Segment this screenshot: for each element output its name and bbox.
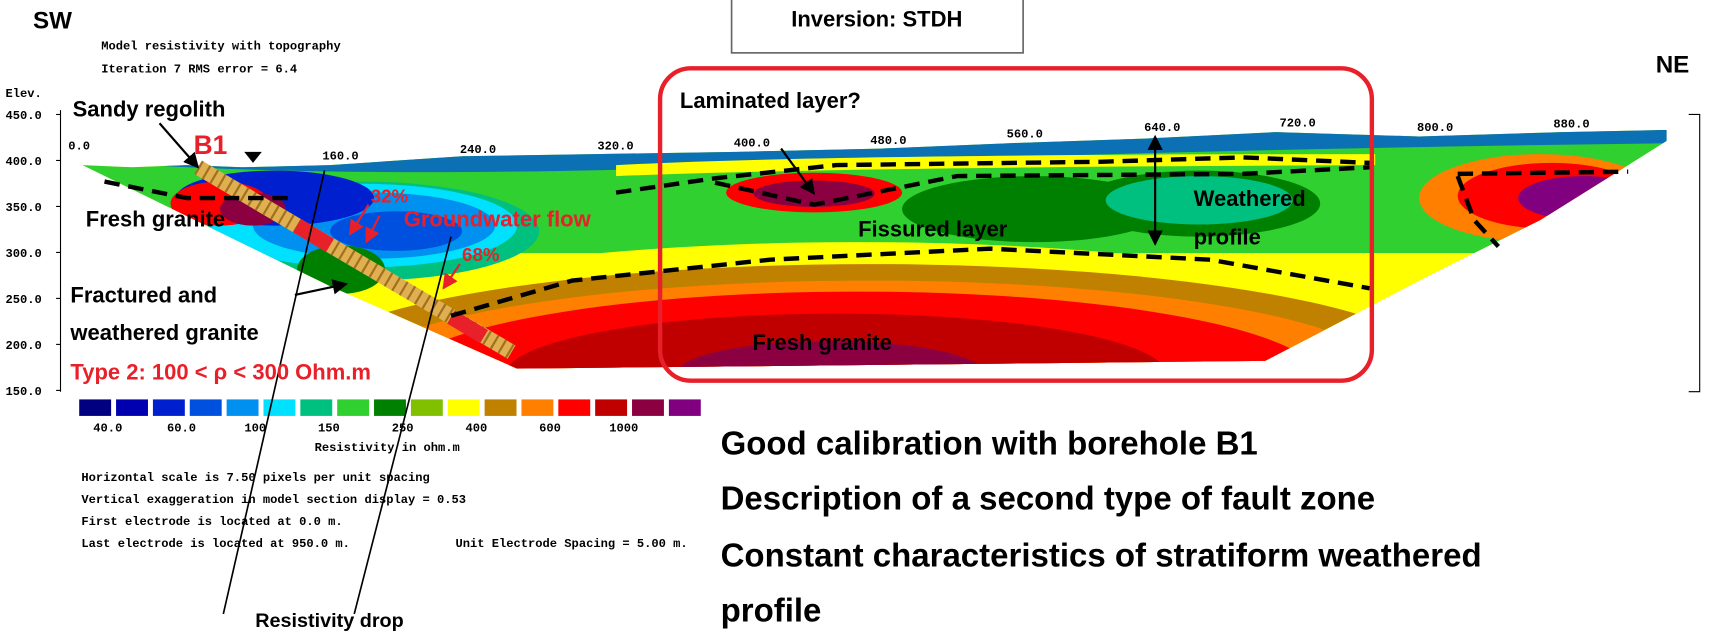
annotation: Fresh granite <box>752 330 891 355</box>
color-swatch <box>374 399 406 416</box>
color-swatch <box>300 399 332 416</box>
color-swatch <box>669 399 701 416</box>
color-legend <box>79 399 701 416</box>
distance-tick-label: 640.0 <box>1144 121 1180 135</box>
distance-tick-label: 560.0 <box>1007 128 1043 142</box>
legend-label: 40.0 <box>93 421 122 435</box>
distance-tick-label: 0.0 <box>68 140 90 154</box>
annotation: Fresh granite <box>86 207 225 232</box>
legend-label: 150 <box>318 421 340 435</box>
legend-label: 250 <box>392 421 414 435</box>
info-line: Last electrode is located at 950.0 m. <box>81 537 350 551</box>
elevation-tick-label: 300.0 <box>6 247 42 261</box>
annotation: 32% <box>371 185 409 206</box>
annotation: B1 <box>194 130 228 160</box>
info-line: Vertical exaggeration in model section d… <box>81 493 466 507</box>
annotation: Type 2: 100 < ρ < 300 Ohm.m <box>70 360 371 385</box>
distance-tick-label: 240.0 <box>460 143 496 157</box>
color-swatch <box>595 399 627 416</box>
elevation-tick-label: 450.0 <box>6 109 42 123</box>
inversion-label: Inversion: STDH <box>791 6 962 31</box>
distance-tick-label: 160.0 <box>322 150 358 164</box>
distance-tick-label: 320.0 <box>597 140 633 154</box>
elevation-tick-label: 250.0 <box>6 293 42 307</box>
elevation-tick-label: 400.0 <box>6 155 42 169</box>
annotation: weathered granite <box>69 320 258 345</box>
elevation-label: Elev. <box>6 87 42 101</box>
legend-caption: Resistivity in ohm.m <box>315 441 460 455</box>
color-swatch <box>227 399 259 416</box>
page: {"header":{"sw":"SW","ne":"NE","inversio… <box>0 0 1725 636</box>
annotation: Resistivity drop <box>255 610 404 632</box>
distance-tick-label: 880.0 <box>1553 118 1589 132</box>
elevation-tick-label: 150.0 <box>6 385 42 399</box>
conclusion: Good calibration with borehole B1 <box>721 424 1258 461</box>
annotation: profile <box>1194 224 1261 249</box>
elevation-tick-label: 350.0 <box>6 201 42 215</box>
distance-tick-label: 400.0 <box>734 136 770 150</box>
conclusion: profile <box>721 592 822 629</box>
legend-label: 60.0 <box>167 421 196 435</box>
info-line: First electrode is located at 0.0 m. <box>81 515 342 529</box>
conclusion: Description of a second type of fault zo… <box>721 479 1376 516</box>
color-swatch <box>116 399 148 416</box>
distance-tick-label: 800.0 <box>1417 121 1453 135</box>
color-swatch <box>632 399 664 416</box>
color-swatch <box>521 399 553 416</box>
ne-label: NE <box>1656 52 1690 79</box>
annotation: Laminated layer? <box>680 88 861 113</box>
annotation: Fissured layer <box>858 217 1008 242</box>
right-axis <box>1689 114 1700 391</box>
slide: Inversion: STDH SW NE Model resistivity … <box>0 0 1725 636</box>
annotation: Weathered <box>1194 186 1306 211</box>
color-swatch <box>448 399 480 416</box>
legend-label: 1000 <box>609 421 638 435</box>
color-swatch <box>153 399 185 416</box>
iteration: Iteration 7 RMS error = 6.4 <box>101 63 297 77</box>
legend-label: 100 <box>244 421 266 435</box>
color-swatch <box>485 399 517 416</box>
color-swatch <box>558 399 590 416</box>
elevation-tick-label: 200.0 <box>6 339 42 353</box>
color-swatch <box>411 399 443 416</box>
color-swatch <box>337 399 369 416</box>
info-line: Unit Electrode Spacing = 5.00 m. <box>455 537 687 551</box>
distance-tick-label: 720.0 <box>1279 117 1315 131</box>
distance-tick-label: 480.0 <box>870 134 906 148</box>
annotation: Sandy regolith <box>73 97 226 122</box>
annotation: Fractured and <box>70 283 217 308</box>
water-level <box>244 152 262 163</box>
color-swatch <box>79 399 111 416</box>
color-swatch <box>190 399 222 416</box>
section-title: Model resistivity with topography <box>101 40 341 54</box>
legend-label: 600 <box>539 421 561 435</box>
conclusion: Constant characteristics of stratiform w… <box>721 537 1482 574</box>
annotation: 68% <box>462 244 500 265</box>
sw-label: SW <box>33 8 72 35</box>
annotation: Groundwater flow <box>404 207 592 232</box>
legend-label: 400 <box>465 421 487 435</box>
